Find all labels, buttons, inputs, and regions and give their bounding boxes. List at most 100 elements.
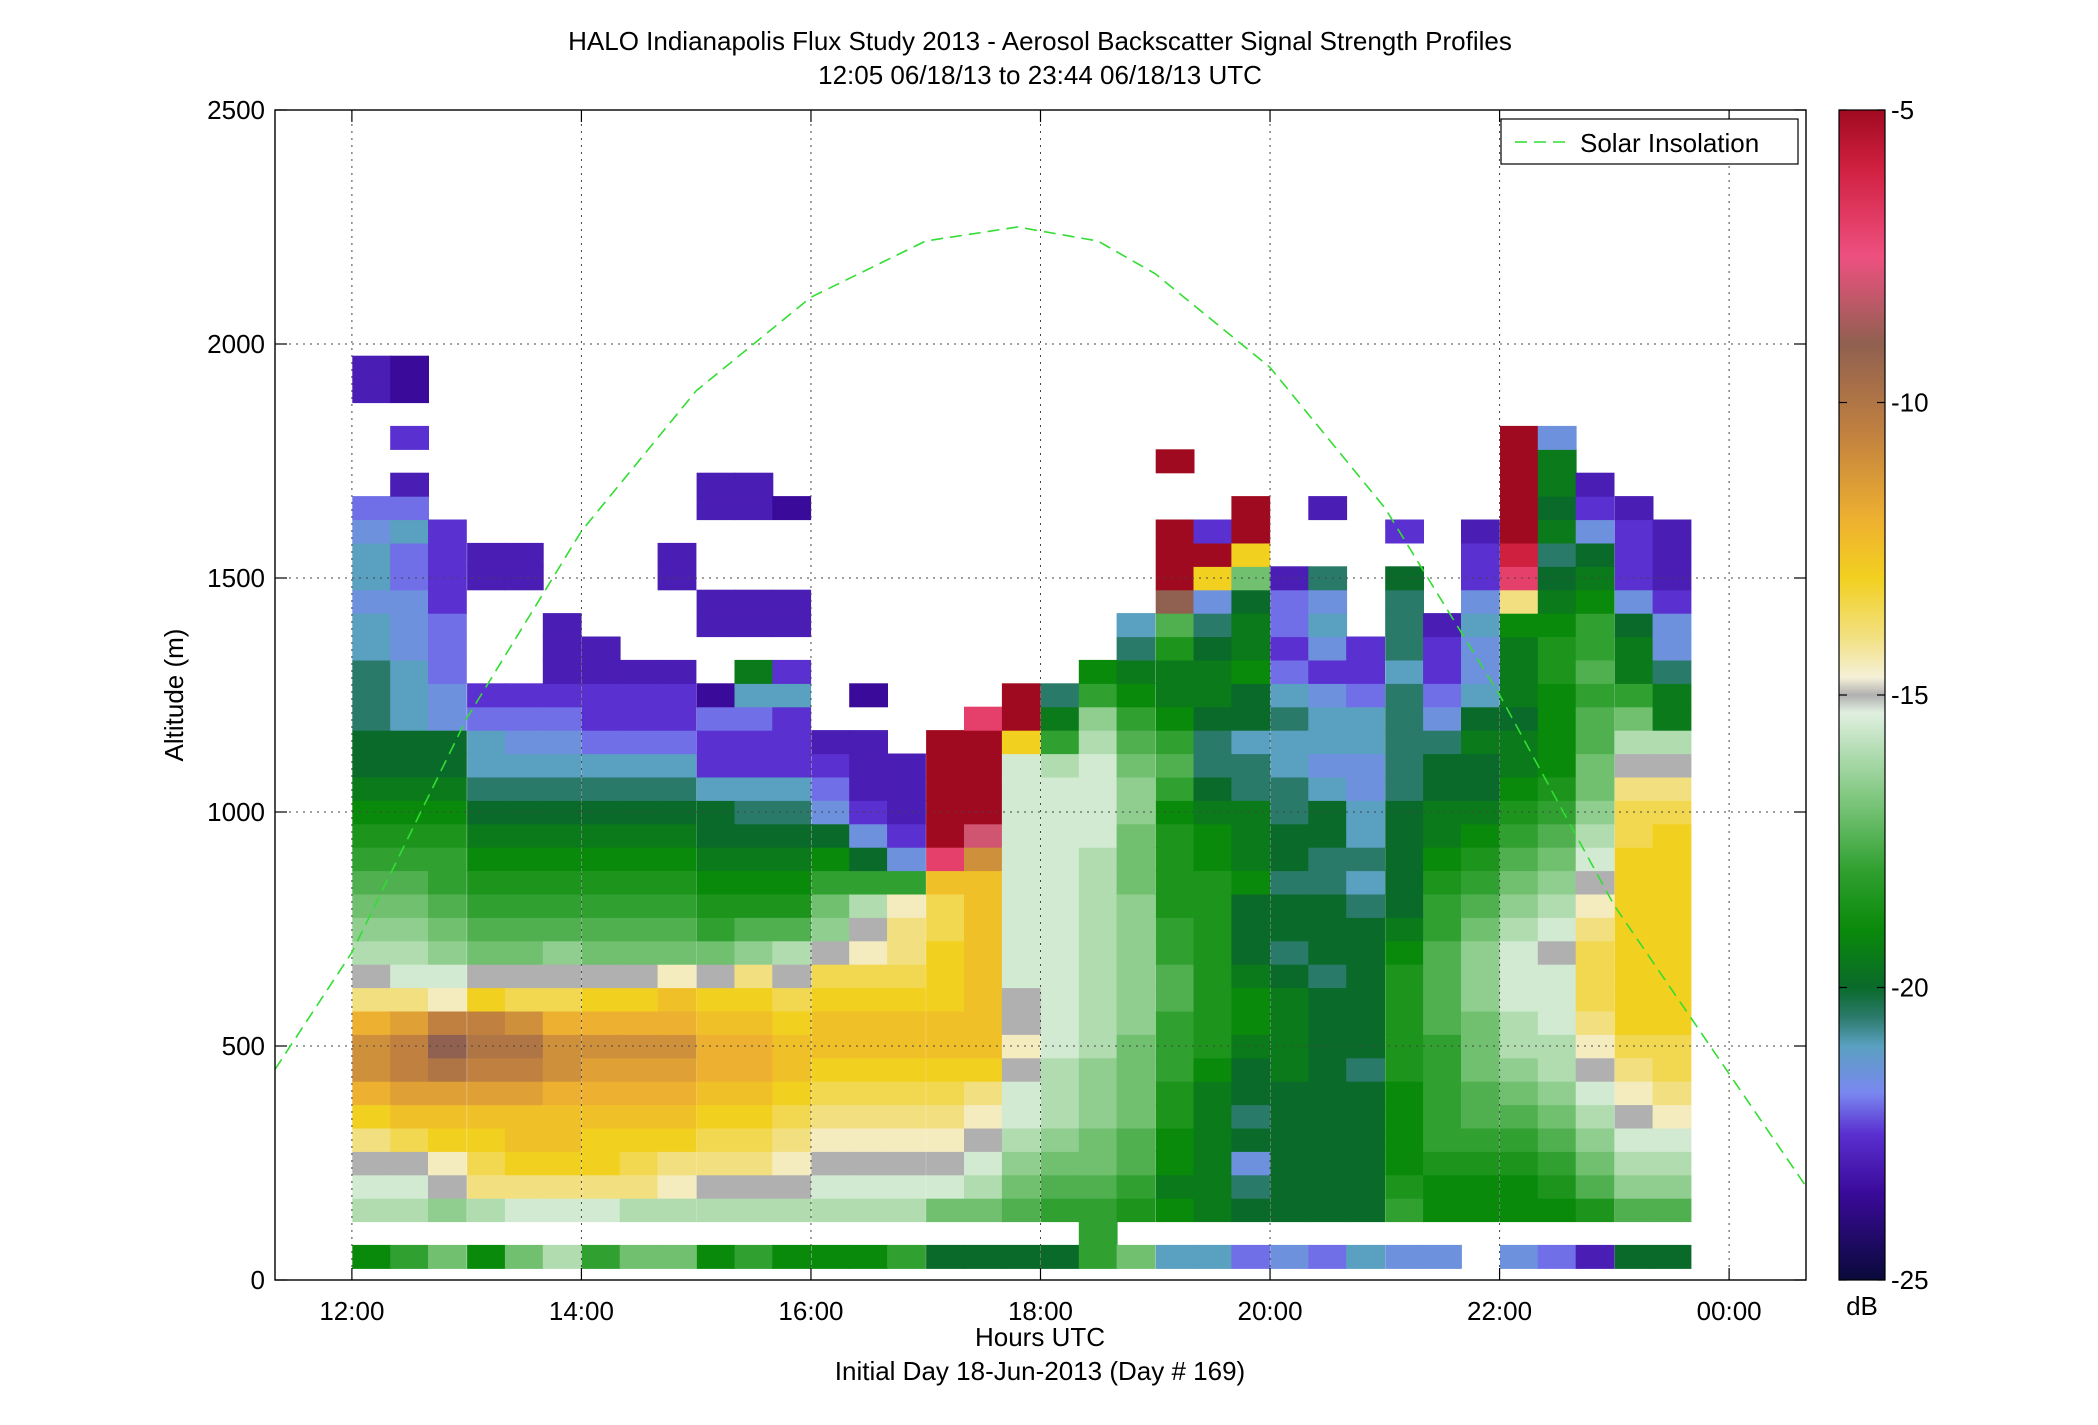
heatmap-cell — [1385, 800, 1424, 825]
heatmap-cell — [1155, 776, 1195, 801]
heatmap-cell — [849, 987, 888, 1012]
heatmap-cell — [390, 355, 429, 380]
heatmap-cell — [734, 1104, 774, 1129]
heatmap-cell — [1346, 917, 1385, 942]
heatmap-cell — [887, 1104, 926, 1129]
heatmap-cell — [504, 542, 544, 567]
heatmap-cell — [887, 870, 926, 895]
heatmap-cell — [390, 753, 429, 778]
heatmap-cell — [1231, 589, 1271, 614]
heatmap-cell — [504, 940, 544, 965]
heatmap-cell — [1346, 800, 1385, 825]
heatmap-cell — [1001, 776, 1041, 801]
heatmap-cell — [1346, 987, 1385, 1012]
heatmap-cell — [428, 636, 467, 661]
heatmap-cell — [1308, 496, 1348, 521]
heatmap-cell — [1155, 1081, 1195, 1106]
heatmap-cell — [428, 1010, 467, 1035]
heatmap-cell — [1270, 940, 1310, 965]
heatmap-cell — [772, 1244, 812, 1269]
heatmap-cell — [696, 496, 736, 521]
heatmap-cell — [619, 1081, 659, 1106]
heatmap-cell — [1231, 987, 1271, 1012]
heatmap-cell — [1575, 496, 1615, 521]
heatmap-cell — [581, 1057, 621, 1082]
heatmap-cell — [734, 964, 774, 989]
heatmap-cell — [734, 1198, 774, 1223]
heatmap-cell — [1193, 636, 1233, 661]
heatmap-cell — [696, 1151, 736, 1176]
heatmap-cell — [696, 753, 736, 778]
heatmap-cell — [964, 776, 1003, 801]
heatmap-cell — [1537, 870, 1577, 895]
heatmap-cell — [734, 1244, 774, 1269]
heatmap-cell — [1614, 1244, 1654, 1269]
heatmap-cell — [696, 823, 736, 848]
heatmap-cell — [1231, 496, 1271, 521]
heatmap-cell — [1575, 566, 1615, 591]
heatmap-cell — [1575, 1010, 1615, 1035]
heatmap-cell — [887, 823, 926, 848]
heatmap-cell — [352, 355, 392, 380]
heatmap-cell — [1078, 1057, 1118, 1082]
heatmap-cell — [696, 589, 736, 614]
heatmap-cell — [1614, 496, 1654, 521]
heatmap-cell — [657, 542, 697, 567]
heatmap-cell — [1385, 753, 1424, 778]
heatmap-cell — [1308, 636, 1348, 661]
heatmap-cell — [772, 706, 812, 731]
heatmap-cell — [542, 636, 582, 661]
heatmap-cell — [542, 940, 582, 965]
heatmap-cell — [428, 1034, 467, 1059]
heatmap-cell — [1423, 1081, 1462, 1106]
heatmap-cell — [1001, 987, 1041, 1012]
heatmap-cell — [1193, 776, 1233, 801]
heatmap-cell — [1423, 847, 1462, 872]
heatmap-cell — [619, 987, 659, 1012]
heatmap-cell — [467, 730, 506, 755]
heatmap-cell — [1575, 847, 1615, 872]
heatmap-cell — [1001, 1010, 1041, 1035]
heatmap-cell — [1500, 449, 1539, 474]
heatmap-cell — [542, 730, 582, 755]
heatmap-cell — [1308, 589, 1348, 614]
heatmap-cell — [390, 1010, 429, 1035]
heatmap-cell — [619, 940, 659, 965]
heatmap-cell — [1614, 683, 1654, 708]
heatmap-cell — [1500, 987, 1539, 1012]
heatmap-cell — [1308, 1081, 1348, 1106]
heatmap-cell — [1614, 1010, 1654, 1035]
heatmap-cell — [1308, 800, 1348, 825]
heatmap-cell — [696, 1127, 736, 1152]
heatmap-cell — [619, 1104, 659, 1129]
heatmap-cell — [390, 706, 429, 731]
heatmap-cell — [811, 753, 851, 778]
heatmap-cell — [887, 987, 926, 1012]
heatmap-cell — [1614, 847, 1654, 872]
heatmap-cell — [1231, 1198, 1271, 1223]
heatmap-cell — [1346, 1174, 1385, 1199]
heatmap-cell — [581, 730, 621, 755]
heatmap-cell — [542, 1104, 582, 1129]
heatmap-cell — [1537, 964, 1577, 989]
heatmap-cell — [390, 1127, 429, 1152]
heatmap-cell — [1652, 636, 1692, 661]
heatmap-cell — [1614, 706, 1654, 731]
heatmap-cell — [1193, 893, 1233, 918]
heatmap-cell — [1500, 613, 1539, 638]
heatmap-cell — [1500, 496, 1539, 521]
heatmap-cell — [1116, 1151, 1156, 1176]
heatmap-cell — [1575, 964, 1615, 989]
heatmap-cell — [1537, 659, 1577, 684]
heatmap-cell — [1001, 940, 1041, 965]
heatmap-cell — [772, 1057, 812, 1082]
heatmap-cell — [696, 847, 736, 872]
heatmap-cell — [1193, 1104, 1233, 1129]
heatmap-cell — [1461, 940, 1500, 965]
heatmap-cell — [1231, 659, 1271, 684]
heatmap-cell — [1423, 1198, 1462, 1223]
heatmap-cell — [542, 1081, 582, 1106]
heatmap-cell — [964, 1010, 1003, 1035]
heatmap-cell — [734, 870, 774, 895]
heatmap-cell — [1461, 589, 1500, 614]
